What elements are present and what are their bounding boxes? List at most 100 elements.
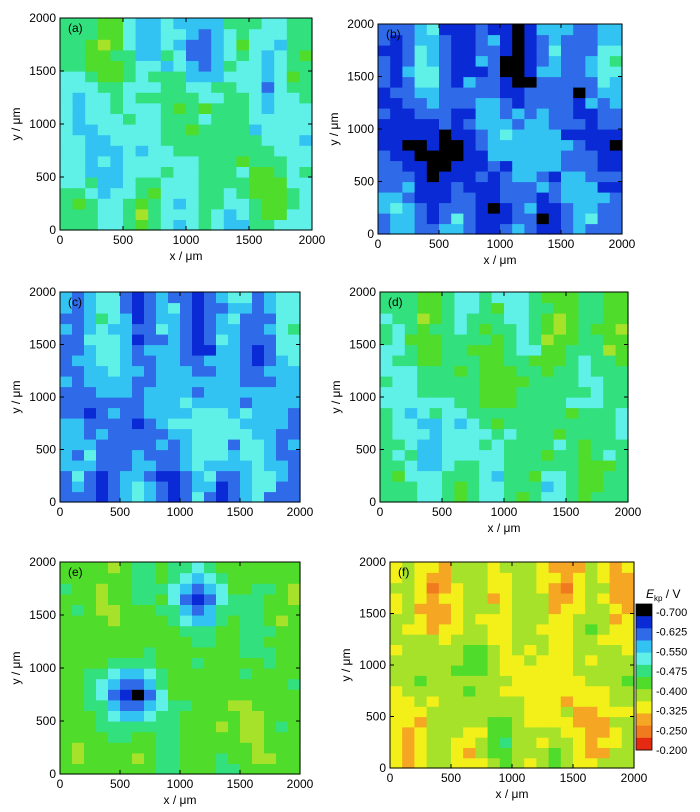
contour-cell <box>414 181 428 193</box>
contour-cell <box>198 71 212 83</box>
contour-cell <box>536 171 550 183</box>
contour-cell <box>132 657 145 669</box>
contour-cell <box>402 97 416 109</box>
contour-cell <box>566 397 579 409</box>
contour-cell <box>264 344 277 356</box>
contour-cell <box>548 685 562 697</box>
contour-cell <box>426 129 440 141</box>
contour-cell <box>97 113 111 125</box>
contour-cell <box>72 124 86 136</box>
contour-cell <box>573 108 586 120</box>
contour-cell <box>204 625 217 637</box>
contour-cell <box>132 731 145 743</box>
contour-cell <box>390 665 403 676</box>
contour-cell <box>108 657 121 669</box>
contour-cell <box>491 365 505 377</box>
contour-cell <box>426 55 440 67</box>
contour-cell <box>524 716 537 728</box>
contour-cell <box>228 699 241 711</box>
contour-cell <box>168 302 181 314</box>
contour-cell <box>475 97 489 109</box>
contour-cell <box>276 742 289 754</box>
contour-cell <box>264 397 277 409</box>
contour-cell <box>414 150 428 162</box>
contour-cell <box>561 139 574 151</box>
contour-cell <box>615 365 629 377</box>
contour-cell <box>198 28 212 40</box>
contour-cell <box>536 87 550 99</box>
contour-cell <box>276 355 289 367</box>
contour-cell <box>402 118 416 130</box>
contour-cell <box>108 615 121 627</box>
contour-cell <box>228 292 241 304</box>
contour-cell <box>524 592 537 604</box>
contour-cell <box>180 407 193 419</box>
contour-cell <box>180 397 193 409</box>
contour-cell <box>252 386 265 398</box>
contour-cell <box>404 365 418 377</box>
contour-cell <box>72 177 86 189</box>
contour-cell <box>252 763 265 775</box>
contour-cell <box>72 763 85 775</box>
contour-cell <box>288 572 301 584</box>
contour-cell <box>378 213 391 225</box>
contour-cell <box>466 407 480 419</box>
contour-cell <box>123 187 137 199</box>
contour-cell <box>615 386 629 398</box>
contour-cell <box>132 418 145 430</box>
contour-cell <box>72 646 85 658</box>
contour-cell <box>252 752 265 764</box>
contour-cell <box>216 470 229 482</box>
contour-cell <box>72 397 85 409</box>
contour-cell <box>499 747 513 759</box>
contour-cell <box>439 139 452 151</box>
contour-cell <box>438 706 452 718</box>
contour-cell <box>429 355 443 367</box>
contour-cell <box>96 742 109 754</box>
contour-cell <box>236 92 250 104</box>
contour-cell <box>223 155 237 167</box>
contour-cell <box>180 625 193 637</box>
contour-cell <box>512 613 525 625</box>
contour-cell <box>597 223 611 235</box>
contour-cell <box>603 334 617 346</box>
contour-cell <box>536 150 550 162</box>
contour-cell <box>252 699 265 711</box>
contour-cell <box>524 66 538 78</box>
contour-cell <box>216 721 229 733</box>
contour-cell <box>615 428 629 440</box>
contour-cell <box>299 198 313 210</box>
contour-cell <box>597 562 611 573</box>
contour-cell <box>288 460 301 472</box>
contour-cell <box>180 334 193 346</box>
contour-cell <box>451 181 464 193</box>
contour-cell <box>609 562 623 573</box>
contour-cell <box>97 187 111 199</box>
contour-cell <box>380 491 393 503</box>
contour-cell <box>491 397 505 409</box>
contour-cell <box>380 313 393 325</box>
contour-cell <box>560 654 574 666</box>
y-tick-label: 1500 <box>29 338 56 352</box>
contour-cell <box>504 313 517 325</box>
contour-cell <box>144 407 157 419</box>
contour-cell <box>426 223 440 235</box>
contour-cell <box>597 24 611 36</box>
contour-cell <box>475 129 489 141</box>
x-tick-label: 500 <box>441 771 461 785</box>
contour-cell <box>156 721 169 733</box>
contour-cell <box>286 124 300 136</box>
contour-cell <box>597 192 611 204</box>
contour-cell <box>60 689 73 701</box>
contour-cell <box>60 593 73 605</box>
contour-cell <box>228 376 241 388</box>
contour-cell <box>168 593 181 605</box>
contour-cell <box>211 60 225 72</box>
contour-cell <box>156 344 169 356</box>
contour-cell <box>148 145 162 157</box>
contour-cell <box>108 407 121 419</box>
contour-cell <box>276 292 289 304</box>
contour-cell <box>249 49 263 61</box>
contour-cell <box>180 562 193 574</box>
